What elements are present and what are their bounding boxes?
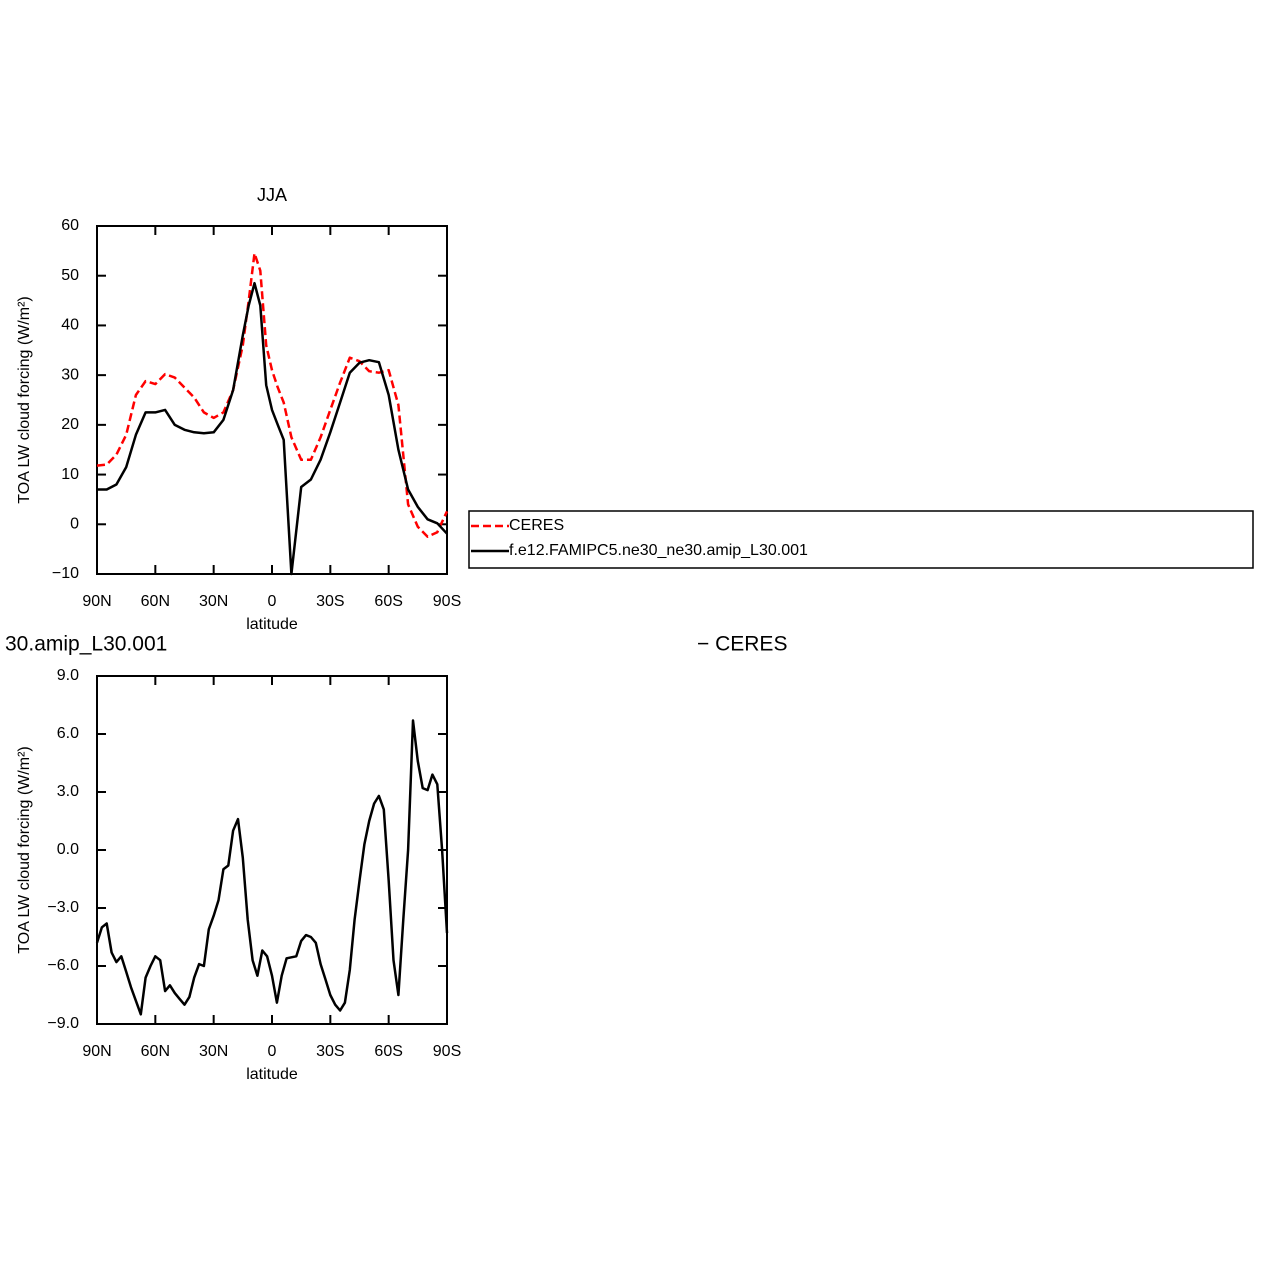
data-line bbox=[96, 252, 449, 538]
y-tick-label: 60 bbox=[61, 217, 79, 234]
x-tick-label: 90N bbox=[82, 593, 111, 610]
y-tick-label: −10 bbox=[52, 565, 79, 582]
x-tick-label: 90S bbox=[433, 1043, 461, 1060]
x-tick-label: 30S bbox=[316, 1043, 344, 1060]
y-tick-label: 9.0 bbox=[57, 667, 79, 684]
x-tick-label: 60N bbox=[141, 1043, 170, 1060]
y-tick-label: 20 bbox=[61, 416, 79, 433]
x-tick-label: 30N bbox=[199, 1043, 228, 1060]
data-line bbox=[97, 281, 448, 576]
x-axis-label: latitude bbox=[246, 1066, 298, 1083]
x-tick-label: 90N bbox=[82, 1043, 111, 1060]
data-line bbox=[95, 719, 449, 1016]
legend-label: f.e12.FAMIPC5.ne30_ne30.amip_L30.001 bbox=[509, 542, 808, 559]
chart-title: − CERES bbox=[697, 633, 787, 656]
chart-title: 30.amip_L30.001 bbox=[5, 633, 167, 656]
x-tick-label: 60N bbox=[141, 593, 170, 610]
chart-title: JJA bbox=[257, 185, 287, 205]
x-tick-label: 30N bbox=[199, 593, 228, 610]
y-tick-label: −3.0 bbox=[47, 899, 79, 916]
y-axis-label: TOA LW cloud forcing (W/m²) bbox=[16, 296, 33, 503]
x-tick-label: 0 bbox=[268, 593, 277, 610]
y-tick-label: −6.0 bbox=[47, 957, 79, 974]
y-tick-label: 6.0 bbox=[57, 725, 79, 742]
y-tick-label: −9.0 bbox=[47, 1015, 79, 1032]
y-tick-label: 0 bbox=[70, 516, 79, 533]
legend-label: CERES bbox=[509, 517, 564, 534]
y-tick-label: 10 bbox=[61, 466, 79, 483]
y-tick-label: 40 bbox=[61, 317, 79, 334]
y-tick-label: 3.0 bbox=[57, 783, 79, 800]
x-tick-label: 0 bbox=[268, 1043, 277, 1060]
x-tick-label: 90S bbox=[433, 593, 461, 610]
y-tick-label: 50 bbox=[61, 267, 79, 284]
x-tick-label: 30S bbox=[316, 593, 344, 610]
plot-frame bbox=[96, 225, 448, 575]
y-tick-label: 30 bbox=[61, 366, 79, 383]
x-tick-label: 60S bbox=[374, 593, 402, 610]
legend-box bbox=[468, 510, 1254, 569]
x-tick-label: 60S bbox=[374, 1043, 402, 1060]
y-axis-label: TOA LW cloud forcing (W/m²) bbox=[16, 746, 33, 953]
y-tick-label: 0.0 bbox=[57, 841, 79, 858]
x-axis-label: latitude bbox=[246, 616, 298, 633]
